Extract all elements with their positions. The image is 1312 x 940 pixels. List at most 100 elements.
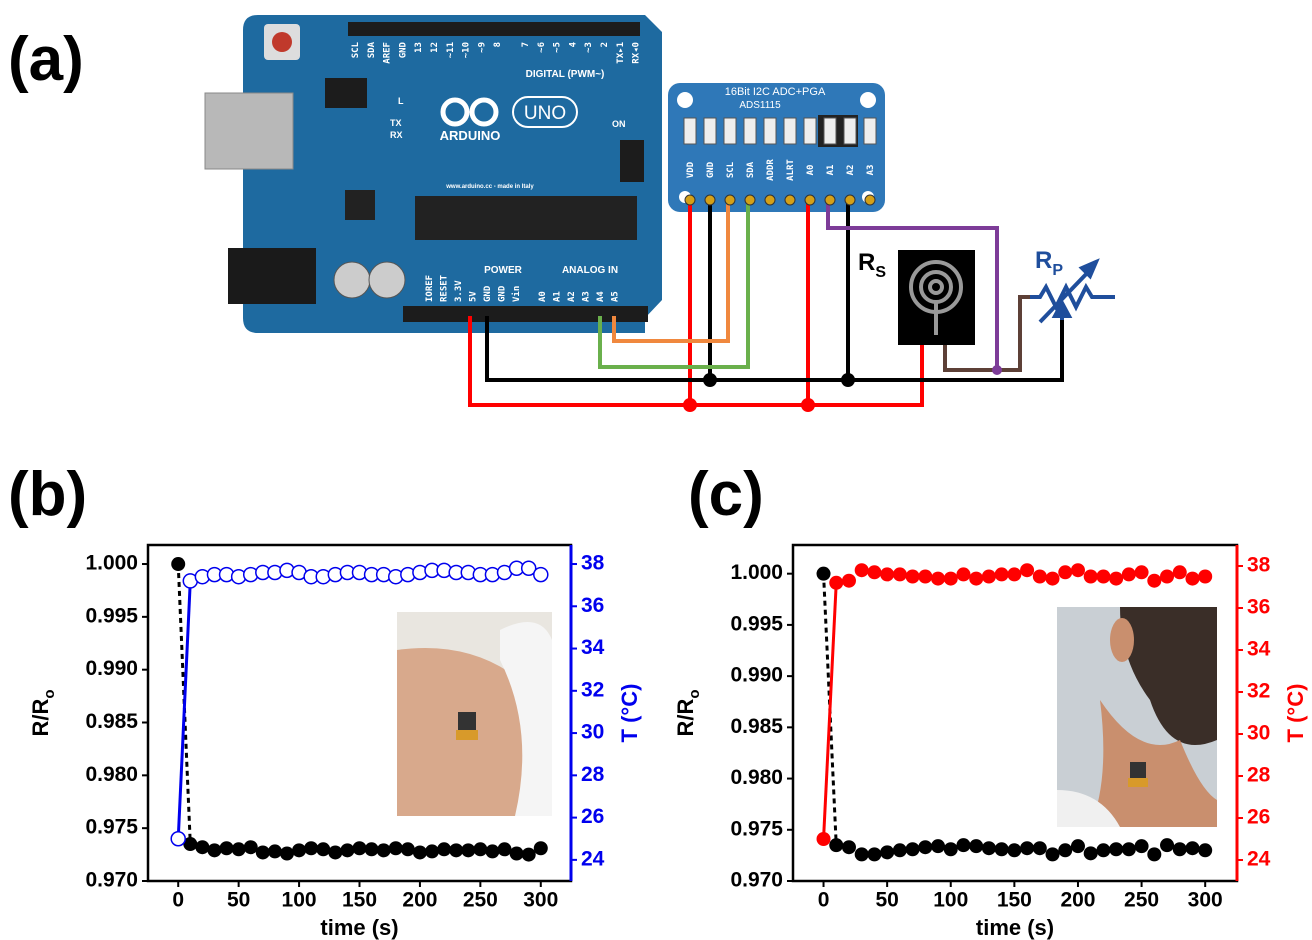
panel-label: (a): [8, 25, 84, 94]
label-main: R/R: [673, 699, 698, 737]
data-point: [498, 842, 512, 856]
y-tick-label: 0.980: [85, 763, 138, 786]
resistor: [784, 118, 796, 144]
ear: [1110, 618, 1134, 662]
resistor: [724, 118, 736, 144]
data-point: [1046, 847, 1060, 861]
y-tick-label: 0.975: [730, 817, 783, 840]
junction: [841, 373, 855, 387]
data-point: [893, 843, 907, 857]
data-point: [171, 557, 185, 571]
data-point: [855, 563, 869, 577]
data-point: [982, 841, 996, 855]
data-point: [1007, 567, 1021, 581]
panel-label: (c): [688, 460, 764, 529]
pin-label: VDD: [686, 161, 696, 178]
resistor: [744, 118, 756, 144]
y2-tick-label: 36: [1247, 596, 1270, 619]
y-tick-label: 0.975: [85, 816, 138, 839]
x-tick-label: 50: [875, 889, 898, 912]
pin-label: ~11: [446, 42, 456, 58]
pin-label: ~9: [477, 42, 487, 53]
pin-label: A0: [538, 291, 548, 302]
data-point: [1135, 565, 1149, 579]
analog-header: ANALOG IN: [562, 265, 618, 276]
y-tick-label: 0.990: [85, 657, 138, 680]
pad: [845, 195, 855, 205]
x-tick-label: 50: [227, 889, 250, 912]
data-point: [1033, 841, 1047, 855]
power-jack: [228, 248, 316, 304]
data-point: [232, 842, 246, 856]
pad: [785, 195, 795, 205]
data-point: [1096, 570, 1110, 584]
x-tick-label: 300: [1188, 889, 1223, 912]
sensor-label: RS: [858, 249, 886, 281]
pin-label: ~6: [537, 42, 547, 53]
data-point: [918, 840, 932, 854]
pin-label: A5: [611, 291, 621, 302]
data-point: [956, 838, 970, 852]
junction: [703, 373, 717, 387]
inset-photo: [397, 612, 552, 816]
data-point: [1173, 842, 1187, 856]
pin-label: GND: [398, 41, 408, 58]
data-point: [995, 567, 1009, 581]
x-tick-label: 0: [818, 889, 830, 912]
data-point: [829, 838, 843, 852]
y2-tick-label: 26: [1247, 806, 1270, 829]
pin-label: ALRT: [786, 159, 796, 181]
data-point: [304, 841, 318, 855]
junction: [801, 398, 815, 412]
resistor: [804, 118, 816, 144]
led-label: L: [398, 96, 404, 106]
pin-label: 2: [600, 42, 610, 47]
data-point: [292, 843, 306, 857]
pin-label: IOREF: [425, 275, 435, 302]
data-point: [1058, 843, 1072, 857]
data-point: [1185, 572, 1199, 586]
data-point: [918, 570, 932, 584]
pin-label: ADDR: [766, 159, 776, 181]
data-point: [522, 848, 536, 862]
data-point: [956, 567, 970, 581]
data-point: [906, 570, 920, 584]
inset-photo: [1057, 607, 1217, 827]
y2-tick-label: 32: [1247, 680, 1270, 703]
pin-label: ~5: [553, 42, 563, 53]
y2-tick-label: 30: [581, 721, 604, 744]
capacitor: [369, 262, 405, 298]
data-point: [510, 847, 524, 861]
x-tick-label: 250: [1124, 889, 1159, 912]
adc-board: 16Bit I2C ADC+PGA ADS1115: [668, 83, 885, 212]
pin-label: A0: [806, 165, 816, 176]
data-point: [534, 841, 548, 855]
x-tick-label: 100: [933, 889, 968, 912]
y2-tick-label: 38: [581, 552, 605, 575]
data-point: [437, 842, 451, 856]
data-point: [1135, 839, 1149, 853]
pin-label: GND: [498, 285, 508, 302]
pin-label: 12: [430, 42, 440, 53]
mount-hole: [860, 92, 876, 108]
pin-label: 7: [521, 42, 531, 47]
y-tick-label: 0.995: [730, 612, 783, 635]
data-point: [1160, 570, 1174, 584]
data-point: [867, 565, 881, 579]
data-point: [1084, 846, 1098, 860]
resistor: [844, 118, 856, 144]
data-point: [1198, 843, 1212, 857]
panel-label: (b): [8, 460, 87, 529]
junction: [683, 398, 697, 412]
header: [348, 22, 640, 36]
pin-label: ~3: [584, 42, 594, 53]
label-sub: o: [686, 689, 703, 698]
data-point: [1173, 565, 1187, 579]
y-tick-label: 0.985: [85, 710, 138, 733]
x-tick-label: 300: [523, 889, 558, 912]
y-tick-label: 0.980: [730, 766, 783, 789]
led-label: TX: [390, 118, 402, 128]
power-header: POWER: [484, 265, 523, 276]
data-point: [171, 832, 185, 846]
sensor-patch: [1130, 762, 1146, 778]
